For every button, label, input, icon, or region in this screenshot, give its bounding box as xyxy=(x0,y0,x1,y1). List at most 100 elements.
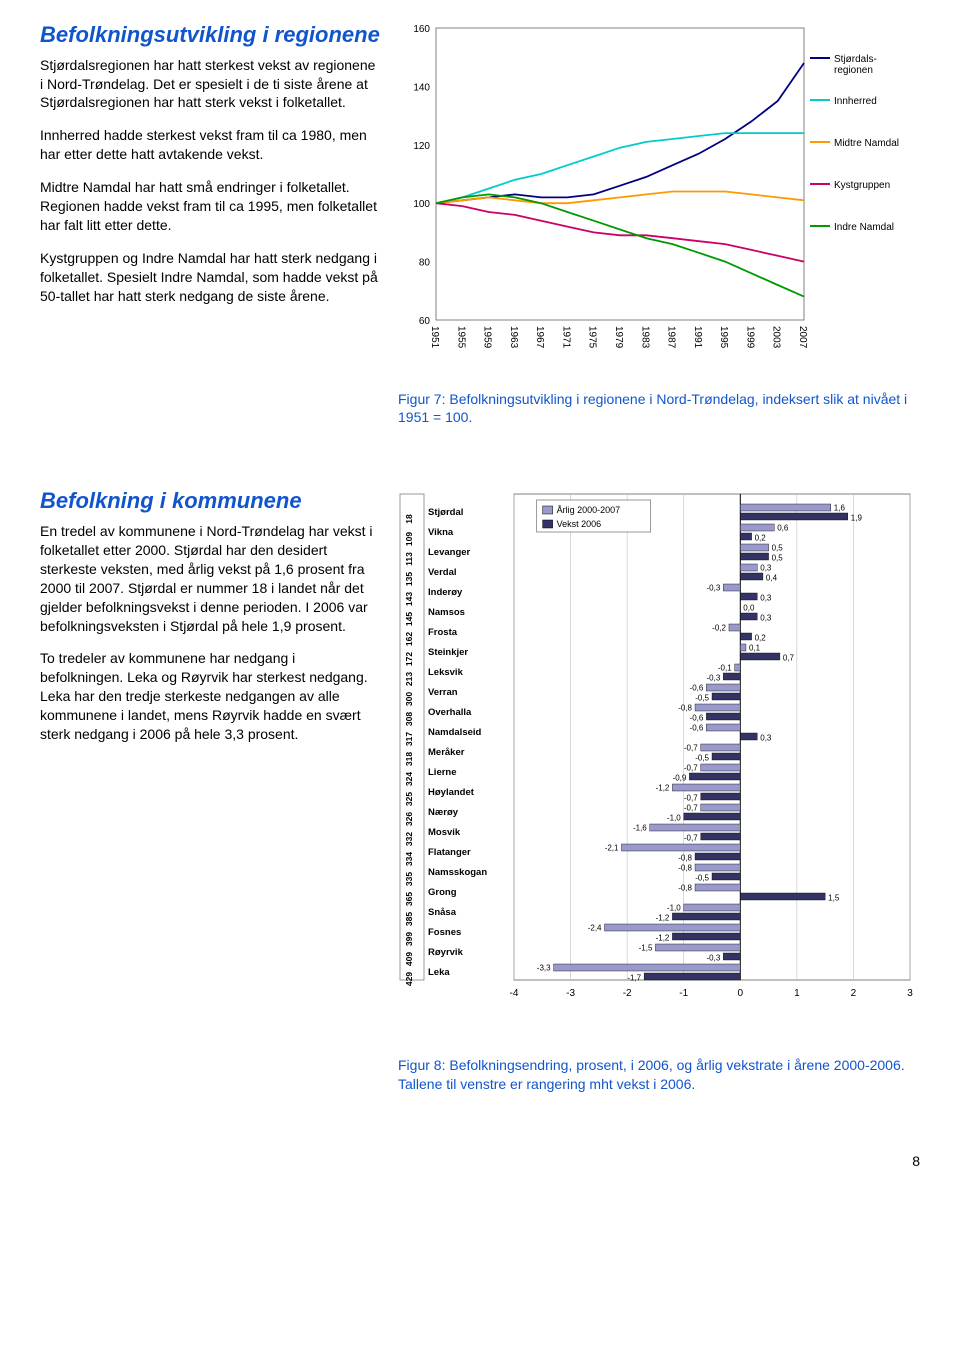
svg-text:Leksvik: Leksvik xyxy=(428,667,464,678)
svg-text:1983: 1983 xyxy=(639,326,650,349)
svg-text:-1,0: -1,0 xyxy=(667,904,681,913)
svg-text:113: 113 xyxy=(404,552,414,566)
svg-text:0,3: 0,3 xyxy=(760,594,772,603)
svg-text:Namdalseid: Namdalseid xyxy=(428,727,482,738)
svg-text:2003: 2003 xyxy=(771,326,782,349)
svg-text:2007: 2007 xyxy=(797,326,808,349)
svg-text:135: 135 xyxy=(404,572,414,586)
svg-text:-0,7: -0,7 xyxy=(684,744,698,753)
svg-text:1,9: 1,9 xyxy=(851,514,863,523)
svg-text:Verdal: Verdal xyxy=(428,567,457,578)
chart1-caption: Figur 7: Befolkningsutvikling i regionen… xyxy=(398,390,920,426)
svg-text:Årlig 2000-2007: Årlig 2000-2007 xyxy=(557,505,621,515)
svg-text:-4: -4 xyxy=(510,988,519,999)
svg-text:-0,3: -0,3 xyxy=(707,674,721,683)
svg-text:Vekst 2006: Vekst 2006 xyxy=(557,519,602,529)
svg-text:1: 1 xyxy=(794,988,800,999)
svg-text:-1,7: -1,7 xyxy=(627,974,641,983)
svg-text:109: 109 xyxy=(404,532,414,546)
svg-text:Snåsa: Snåsa xyxy=(428,907,457,918)
svg-text:365: 365 xyxy=(404,892,414,906)
svg-text:-1,2: -1,2 xyxy=(656,784,670,793)
svg-text:-0,7: -0,7 xyxy=(684,834,698,843)
svg-text:-0,7: -0,7 xyxy=(684,794,698,803)
svg-text:Namsos: Namsos xyxy=(428,607,465,618)
svg-text:-0,5: -0,5 xyxy=(695,874,709,883)
svg-text:145: 145 xyxy=(404,612,414,626)
svg-text:regionen: regionen xyxy=(834,65,873,76)
section1-p3: Midtre Namdal har hatt små endringer i f… xyxy=(40,178,380,235)
svg-text:317: 317 xyxy=(404,732,414,746)
svg-text:409: 409 xyxy=(404,952,414,966)
svg-text:429: 429 xyxy=(404,972,414,986)
svg-text:399: 399 xyxy=(404,932,414,946)
line-chart: 6080100120140160195119551959196319671971… xyxy=(398,20,918,380)
svg-text:100: 100 xyxy=(413,199,430,210)
svg-text:332: 332 xyxy=(404,832,414,846)
svg-text:Røyrvik: Røyrvik xyxy=(428,947,464,958)
section1-p1: Stjørdalsregionen har hatt sterkest veks… xyxy=(40,56,380,113)
svg-text:18: 18 xyxy=(404,514,414,524)
svg-text:335: 335 xyxy=(404,872,414,886)
svg-text:334: 334 xyxy=(404,852,414,866)
svg-text:172: 172 xyxy=(404,652,414,666)
svg-text:0,5: 0,5 xyxy=(772,544,784,553)
bar-chart: -4-3-2-10123Årlig 2000-2007Vekst 200618S… xyxy=(398,486,918,1046)
svg-text:300: 300 xyxy=(404,692,414,706)
chart2-container: -4-3-2-10123Årlig 2000-2007Vekst 200618S… xyxy=(398,486,920,1092)
svg-text:-0,9: -0,9 xyxy=(673,774,687,783)
svg-text:-0,5: -0,5 xyxy=(695,754,709,763)
svg-text:Midtre Namdal: Midtre Namdal xyxy=(834,138,899,149)
svg-text:324: 324 xyxy=(404,772,414,786)
svg-text:0: 0 xyxy=(738,988,744,999)
svg-text:-2,1: -2,1 xyxy=(605,844,619,853)
svg-text:1991: 1991 xyxy=(692,326,703,349)
svg-text:Fosnes: Fosnes xyxy=(428,927,461,938)
svg-text:1979: 1979 xyxy=(613,326,624,349)
svg-text:Meråker: Meråker xyxy=(428,747,465,758)
section1-p2: Innherred hadde sterkest vekst fram til … xyxy=(40,126,380,164)
svg-text:Grong: Grong xyxy=(428,887,457,898)
svg-text:-2,4: -2,4 xyxy=(588,924,602,933)
chart2-caption: Figur 8: Befolkningsendring, prosent, i … xyxy=(398,1056,920,1092)
svg-text:-0,7: -0,7 xyxy=(684,804,698,813)
svg-text:-1,2: -1,2 xyxy=(656,914,670,923)
svg-text:Lierne: Lierne xyxy=(428,767,457,778)
svg-text:Kystgruppen: Kystgruppen xyxy=(834,180,890,191)
svg-text:162: 162 xyxy=(404,632,414,646)
svg-text:0,2: 0,2 xyxy=(755,534,767,543)
svg-text:-0,6: -0,6 xyxy=(690,684,704,693)
svg-text:-3: -3 xyxy=(566,988,575,999)
svg-text:318: 318 xyxy=(404,752,414,766)
section2-title: Befolkning i kommunene xyxy=(40,486,380,516)
svg-text:Indre Namdal: Indre Namdal xyxy=(834,222,894,233)
svg-text:1971: 1971 xyxy=(560,326,571,349)
svg-text:-0,8: -0,8 xyxy=(678,854,692,863)
svg-text:1,6: 1,6 xyxy=(834,504,846,513)
svg-text:-0,8: -0,8 xyxy=(678,864,692,873)
svg-text:1967: 1967 xyxy=(534,326,545,349)
svg-text:-0,6: -0,6 xyxy=(690,724,704,733)
svg-text:213: 213 xyxy=(404,672,414,686)
svg-text:1963: 1963 xyxy=(508,326,519,349)
svg-text:Stjørdal: Stjørdal xyxy=(428,507,463,518)
svg-text:0,2: 0,2 xyxy=(755,634,767,643)
svg-text:0,6: 0,6 xyxy=(777,524,789,533)
svg-text:-0,3: -0,3 xyxy=(707,954,721,963)
section1-title: Befolkningsutvikling i regionene xyxy=(40,20,380,50)
svg-text:0,1: 0,1 xyxy=(749,644,761,653)
svg-text:1,5: 1,5 xyxy=(828,894,840,903)
svg-text:-3,3: -3,3 xyxy=(537,964,551,973)
svg-text:Frosta: Frosta xyxy=(428,627,458,638)
svg-text:-1,5: -1,5 xyxy=(639,944,653,953)
svg-text:120: 120 xyxy=(413,141,430,152)
svg-text:Steinkjer: Steinkjer xyxy=(428,647,468,658)
svg-text:Verran: Verran xyxy=(428,687,458,698)
svg-text:-0,2: -0,2 xyxy=(712,624,726,633)
svg-text:325: 325 xyxy=(404,792,414,806)
svg-text:Innherred: Innherred xyxy=(834,96,877,107)
svg-text:1975: 1975 xyxy=(587,326,598,349)
section1-p4: Kystgruppen og Indre Namdal har hatt ste… xyxy=(40,249,380,306)
svg-text:-0,8: -0,8 xyxy=(678,704,692,713)
svg-text:Høylandet: Høylandet xyxy=(428,787,475,798)
